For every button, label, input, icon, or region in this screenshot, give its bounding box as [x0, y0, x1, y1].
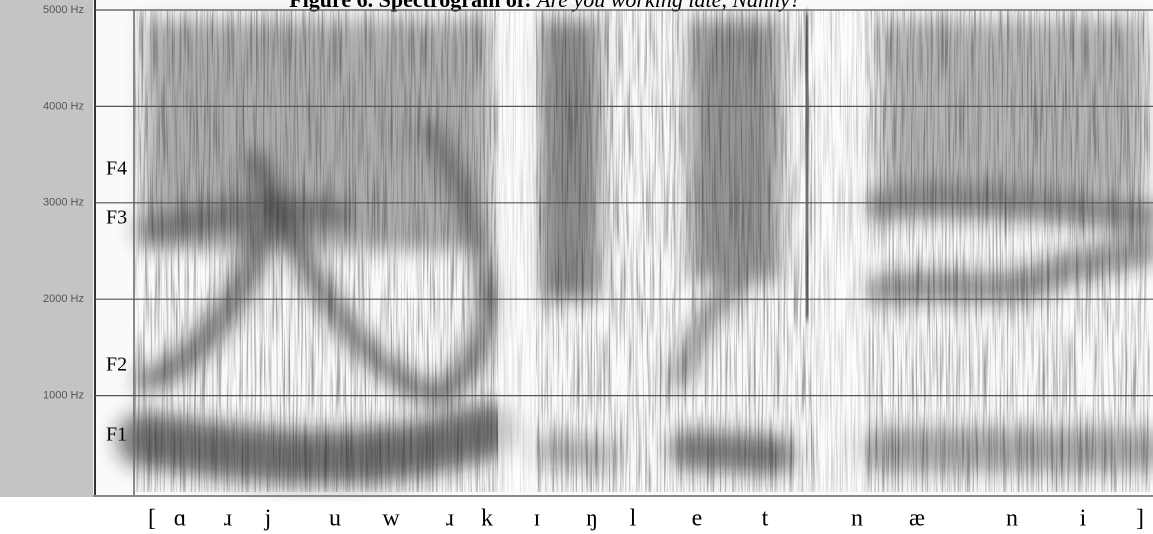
- y-tick-label: 3000 Hz: [43, 197, 84, 209]
- silence-gap: [498, 10, 536, 492]
- y-tick-label: 5000 Hz: [43, 4, 84, 16]
- y-tick-label: 4000 Hz: [43, 100, 84, 112]
- y-tick-label: 1000 Hz: [43, 390, 84, 402]
- formant-label: F4: [106, 158, 127, 180]
- phone-symbol: æ: [909, 506, 925, 532]
- phone-symbol: ɹ: [446, 506, 454, 532]
- phone-symbol: n: [851, 506, 863, 532]
- formant-label: F3: [106, 207, 127, 229]
- silence-gap: [815, 10, 865, 492]
- spectrogram-shading: [135, 10, 1150, 492]
- phone-symbol: e: [692, 506, 703, 532]
- phone-symbol: k: [481, 506, 493, 532]
- phone-symbol: u: [329, 506, 341, 532]
- phone-symbol: w: [382, 506, 400, 532]
- chart: Figure 6. Spectrogram of: Are you workin…: [0, 0, 1153, 534]
- phone-symbol: t: [762, 506, 769, 532]
- phone-symbol: i: [1080, 506, 1087, 532]
- formant-label: F2: [106, 354, 127, 376]
- formant-label: F1: [106, 424, 127, 446]
- phone-symbol: ɑ: [174, 506, 187, 532]
- phone-symbol: [: [148, 506, 156, 532]
- axis-panel: [0, 0, 93, 497]
- phone-symbol: ŋ: [586, 506, 598, 532]
- phone-symbol: ]: [1136, 506, 1144, 532]
- phone-symbol: ɪ: [534, 506, 541, 532]
- page: Figure 6. Spectrogram of: Are you workin…: [0, 0, 1153, 534]
- phone-symbol: l: [630, 506, 637, 532]
- y-tick-label: 2000 Hz: [43, 293, 84, 305]
- phone-symbol: ɹ: [224, 506, 232, 532]
- phone-symbol: n: [1006, 506, 1018, 532]
- phone-symbol: j: [264, 506, 272, 532]
